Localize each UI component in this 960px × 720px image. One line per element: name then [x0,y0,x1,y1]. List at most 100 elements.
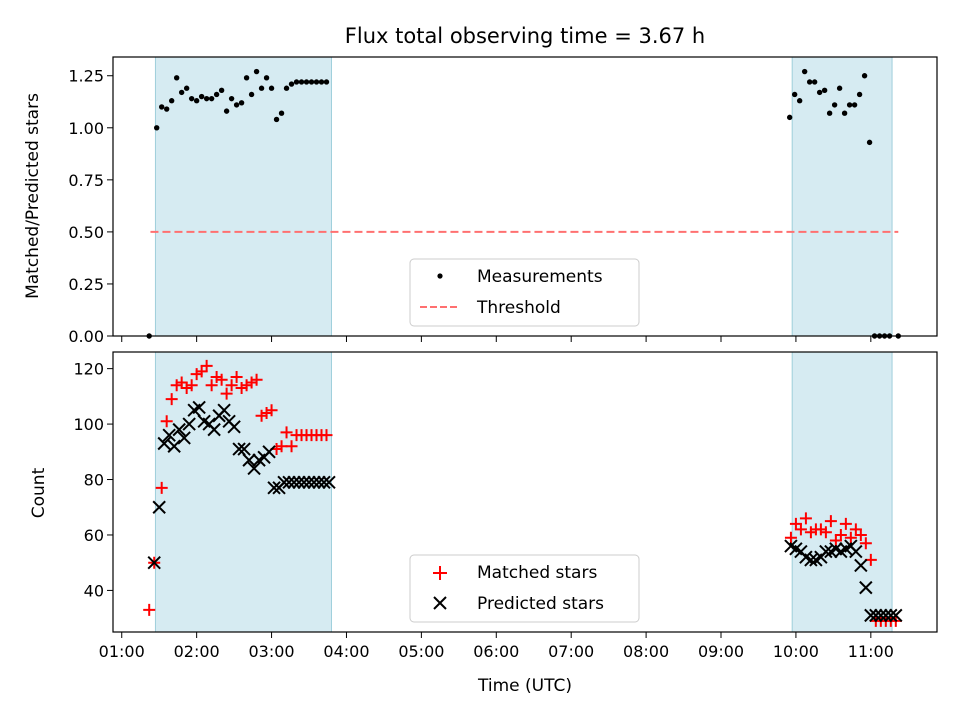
measurement-point [791,91,798,98]
top-shaded-span [154,56,332,337]
predicted-star-point [282,475,296,490]
x-tick-label: 01:00 [99,642,145,661]
predicted-star-point [879,608,893,623]
measurement-point [168,98,175,104]
predicted-star-point [854,558,868,573]
matched-star-point [155,481,168,494]
measurement-point [861,73,868,79]
matched-star-point [794,523,807,536]
predicted-star-point [227,420,241,434]
matched-star-point [844,531,857,544]
top-axes-frame [112,56,938,337]
predicted-star-point [262,445,276,459]
legend-matched-marker [433,566,447,580]
matched-star-point [824,515,837,528]
predicted-star-point [889,608,903,623]
matched-star-point [143,603,156,616]
measurement-point [806,79,813,85]
measurement-point [218,87,225,94]
measurement-point [836,85,843,91]
matched-star-point [220,387,233,400]
measurement-point [831,102,838,108]
matched-star-point [225,379,238,392]
predicted-star-point [804,553,818,567]
matched-star-point [859,537,872,550]
measurement-point [193,98,200,104]
predicted-star-point [217,403,231,417]
predicted-star-point [177,431,191,445]
bottom-shaded-span [154,351,332,633]
predicted-star-point [884,608,898,623]
x-axis-label: Time (UTC) [477,676,572,696]
predicted-star-point [237,442,251,456]
predicted-star-point [869,608,883,623]
matched-star-point [799,512,812,525]
matched-star-point [160,415,173,428]
matched-star-point [230,370,243,383]
predicted-star-point [864,608,878,623]
measurement-point [826,110,833,116]
matched-star-point [285,440,298,453]
measurement-point [856,91,863,98]
measurement-point [318,79,325,85]
bottom-y-tick-label: 120 [73,360,104,379]
predicted-star-point [207,422,221,437]
predicted-star-point [192,400,206,415]
x-tick-label: 03:00 [249,642,295,661]
measurement-point [866,139,873,146]
predicted-star-point [292,475,306,490]
measurement-point [243,75,250,81]
measurement-point [293,79,300,85]
measurement-point [198,93,205,100]
measurement-point [233,102,240,108]
top-shaded-span [791,56,893,337]
matched-star-point [839,517,852,530]
matched-star-point [854,528,867,541]
x-tick-label: 07:00 [548,642,594,661]
x-tick-label: 06:00 [473,642,519,661]
measurement-point [238,100,245,106]
predicted-star-point [819,544,833,559]
bottom-legend: Matched stars Predicted stars [409,554,640,623]
measurement-point [821,87,828,94]
predicted-star-point [859,580,873,595]
measurement-point [203,95,210,102]
matched-star-point [165,393,178,406]
measurement-point [313,79,320,85]
predicted-star-point [297,475,311,490]
predicted-star-point [312,475,326,490]
top-y-tick-label: 0.25 [68,275,104,294]
measurement-point [223,108,230,114]
bottom-y-tick-label: 80 [84,471,104,490]
measurement-point [253,68,260,75]
x-tick-label: 05:00 [398,642,444,661]
measurement-point [278,110,285,116]
bottom-y-tick-label: 60 [84,526,104,545]
predicted-star-point [307,475,321,490]
measurement-point [263,75,270,81]
measurement-point [173,75,180,81]
measurement-point [183,85,190,91]
legend-matched-label: Matched stars [477,563,597,583]
matched-star-point [784,531,797,544]
measurement-point [213,91,220,98]
matched-star-point [215,373,228,386]
top-y-axis-label: Matched/Predicted stars [23,93,43,299]
legend-measurements-marker [437,273,443,279]
predicted-star-point [874,608,888,623]
predicted-star-point [232,442,246,456]
predicted-star-point [182,417,196,431]
top-legend: Measurements Threshold [409,258,640,327]
predicted-star-point [317,475,331,490]
predicted-star-point [267,481,281,495]
matched-star-point [819,526,832,539]
measurement-point [288,81,295,87]
x-tick-label: 04:00 [323,642,369,661]
bottom-axes-frame [112,351,938,633]
matched-star-point [200,359,213,372]
matched-star-point [185,379,198,392]
measurement-point [188,95,195,102]
measurement-point [851,102,858,108]
measurement-point [208,95,215,102]
